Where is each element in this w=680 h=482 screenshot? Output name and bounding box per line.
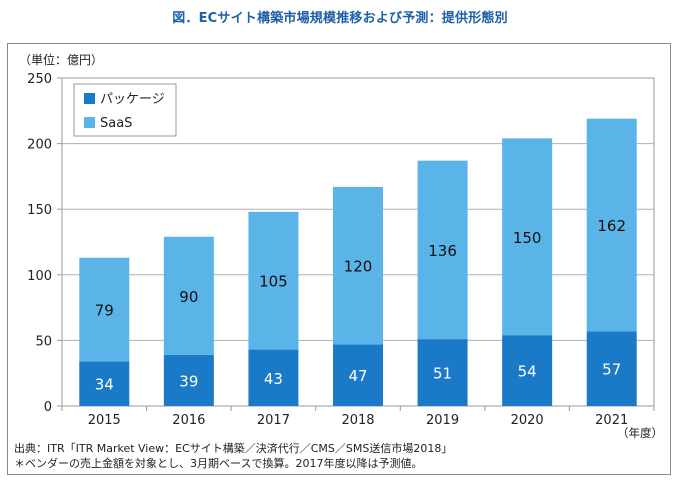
bar-segment-package: [248, 349, 299, 406]
data-label: 90: [179, 288, 198, 306]
y-tick-label: 50: [35, 334, 52, 349]
chart-frame: [7, 43, 671, 475]
bar-segment-saas: [79, 257, 130, 362]
data-label: 105: [259, 273, 288, 291]
x-tick-label: 2017: [257, 413, 290, 428]
legend-label: SaaS: [100, 116, 132, 131]
y-axis-ticks: 0 50 100 150 200 250: [27, 72, 62, 415]
chart-title: 図．ECサイト構築市場規模推移および予測：提供形態別: [172, 11, 508, 26]
bar-segment-saas: [163, 236, 214, 355]
data-label: 136: [428, 242, 457, 260]
bar-segment-package: [417, 339, 468, 406]
bar-segment-saas: [248, 211, 299, 350]
data-label: 34: [95, 376, 114, 394]
x-axis-unit-label: （年度）: [617, 426, 663, 440]
bars: 34 79 39 90 43 105 47 120 51 136 54 150 57 162: [79, 118, 637, 406]
x-axis-ticks: 2015 2016 2017 2018 2019 2020 2021: [61, 406, 655, 428]
legend-swatch: [84, 117, 95, 128]
data-label: 43: [264, 370, 283, 388]
x-tick-label: 2018: [341, 413, 374, 428]
footnote: ＊ベンダーの売上金額を対象とし、3月期ベースで換算。2017年度以降は予測値。: [14, 457, 423, 470]
bar-segment-package: [163, 354, 214, 406]
bar-segment-package: [502, 335, 553, 406]
bar-segment-saas: [586, 118, 637, 332]
data-label: 51: [433, 365, 452, 383]
bar-segment-package: [586, 331, 637, 406]
data-label: 39: [179, 372, 198, 390]
y-tick-label: 250: [27, 72, 52, 87]
data-label: 162: [597, 217, 626, 235]
source-note: 出典：ITR「ITR Market View：ECサイト構築／決済代行／CMS／…: [14, 442, 453, 455]
bar-segment-saas: [417, 160, 468, 340]
legend-label: パッケージ: [100, 92, 165, 107]
data-label: 120: [344, 258, 373, 276]
bar-segment-saas: [333, 186, 383, 345]
data-label: 150: [513, 229, 542, 247]
x-tick-label: 2021: [595, 413, 628, 428]
x-tick-label: 2015: [88, 413, 121, 428]
bar-segment-saas: [502, 138, 553, 336]
data-label: 79: [95, 302, 114, 320]
bar-segment-package: [79, 361, 130, 406]
data-label: 47: [348, 367, 367, 385]
x-tick-label: 2016: [172, 413, 205, 428]
data-label: 57: [602, 361, 621, 379]
data-label: 54: [518, 363, 537, 381]
y-tick-label: 150: [27, 203, 52, 218]
x-tick-label: 2020: [511, 413, 544, 428]
y-axis-unit-label: （単位：億円）: [19, 53, 104, 67]
y-tick-label: 100: [27, 269, 52, 284]
bar-segment-package: [333, 344, 383, 406]
x-tick-label: 2019: [426, 413, 459, 428]
y-tick-label: 0: [44, 400, 52, 415]
legend-swatch: [84, 93, 95, 104]
y-tick-label: 200: [27, 138, 52, 153]
legend: パッケージ SaaS: [73, 83, 177, 137]
